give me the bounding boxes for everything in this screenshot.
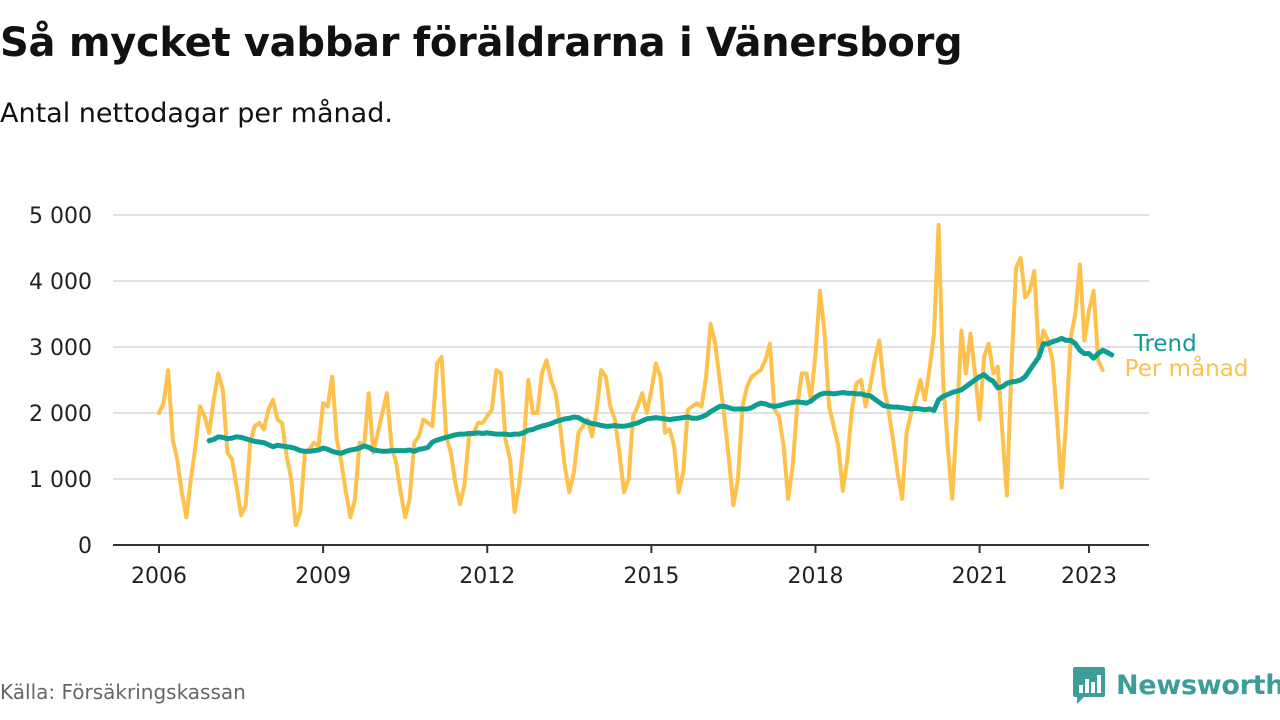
bar-chart-speech-bubble-icon (1073, 667, 1105, 704)
gridlines (113, 214, 1149, 480)
y-axis-ticks: 0 1 000 2 000 3 000 4 000 5 000 (29, 204, 92, 559)
x-tick-label: 2018 (787, 564, 843, 589)
y-tick-label: 2 000 (29, 402, 92, 427)
x-tick-label: 2023 (1061, 564, 1117, 589)
source-note: Källa: Försäkringskassan (0, 680, 246, 704)
series-label-monthly: Per månad (1125, 354, 1249, 382)
series-line-monthly (157, 222, 1105, 528)
y-tick-label: 1 000 (29, 468, 92, 493)
series-lines (157, 222, 1115, 528)
series-line-trend (206, 335, 1115, 456)
series-label-trend: Trend (1133, 331, 1197, 357)
x-tick-label: 2015 (623, 564, 679, 589)
y-tick-label: 0 (78, 534, 92, 559)
x-tick-label: 2012 (459, 564, 515, 589)
x-tick-label: 2021 (952, 564, 1008, 589)
brand-name: Newsworthy (1116, 669, 1280, 701)
chart-subtitle: Antal nettodagar per månad. (0, 98, 393, 129)
x-tick-label: 2006 (131, 564, 187, 589)
x-axis: 2006 2009 2012 2015 2018 2021 2023 (113, 544, 1149, 589)
y-tick-label: 5 000 (29, 204, 92, 229)
chart-title: Så mycket vabbar föräldrarna i Vänersbor… (0, 20, 963, 66)
y-tick-label: 4 000 (29, 270, 92, 295)
y-tick-label: 3 000 (29, 336, 92, 361)
brand-logo: Newsworthy (1072, 664, 1280, 706)
x-tick-label: 2009 (295, 564, 351, 589)
